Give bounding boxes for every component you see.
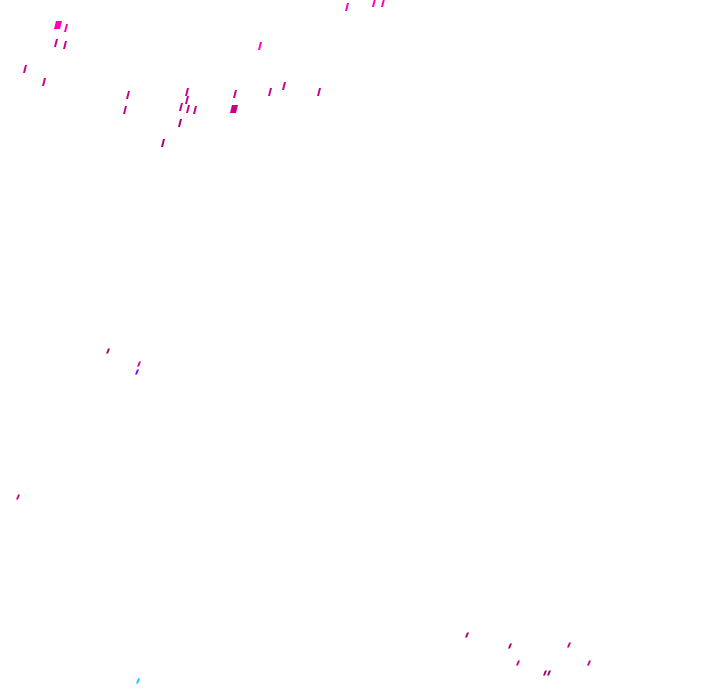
- mark: [268, 88, 272, 96]
- mark: [136, 678, 140, 684]
- mark: [42, 78, 46, 86]
- mark: [135, 369, 139, 375]
- mark: [186, 105, 190, 113]
- mark: [508, 643, 512, 649]
- mark: [381, 0, 385, 7]
- mark: [16, 494, 20, 500]
- mark: [587, 660, 591, 666]
- mark: [345, 3, 349, 11]
- mark: [547, 670, 551, 676]
- mark: [185, 96, 189, 104]
- mark: [465, 632, 469, 638]
- mark: [230, 105, 238, 113]
- mark: [516, 660, 520, 666]
- mark: [54, 39, 58, 47]
- mark: [161, 139, 165, 147]
- mark: [233, 90, 237, 98]
- mark: [126, 91, 130, 99]
- mark: [64, 24, 68, 32]
- mark: [123, 106, 127, 114]
- mark: [258, 42, 262, 50]
- mark: [137, 361, 141, 367]
- mark: [54, 21, 62, 29]
- mark: [179, 103, 183, 111]
- mark: [106, 348, 110, 354]
- mark: [567, 642, 571, 648]
- mark: [178, 119, 182, 127]
- mark: [543, 670, 547, 676]
- mark: [317, 88, 321, 96]
- mark: [23, 65, 27, 73]
- mark: [282, 82, 286, 90]
- mark: [193, 106, 197, 114]
- mark: [63, 41, 67, 49]
- mark: [372, 0, 376, 7]
- mark: [185, 88, 189, 96]
